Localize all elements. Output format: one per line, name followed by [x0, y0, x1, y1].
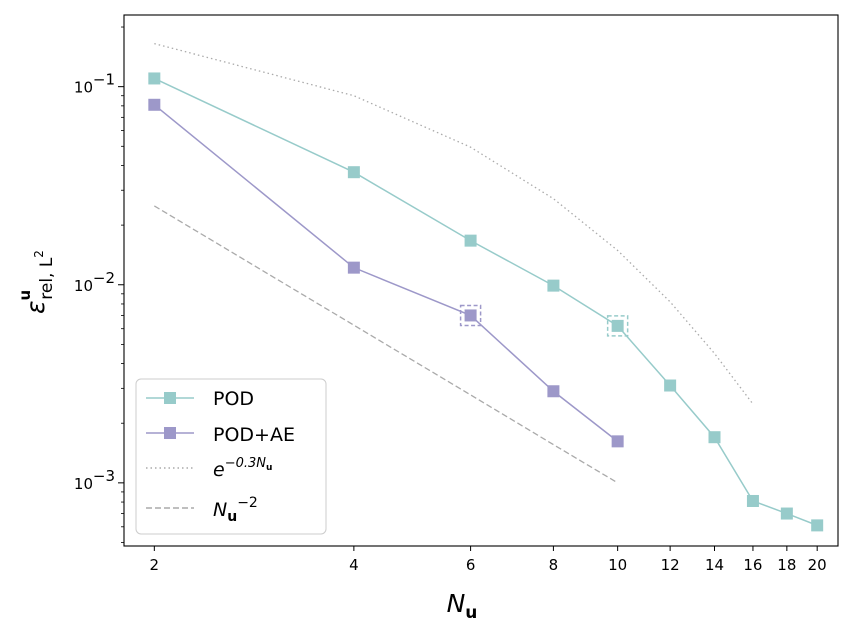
legend-label-pod: POD [213, 388, 254, 410]
y-axis-label: εu rel, L2 [16, 250, 57, 314]
y-tick-label-0: 10 [74, 475, 93, 493]
x-tick-label-14: 14 [705, 556, 724, 574]
legend-label-pod-ae: POD+AE [213, 424, 295, 446]
y-tick-label-1: 10 [74, 277, 93, 295]
point-pod-6 [464, 234, 477, 247]
point-pod-12 [664, 379, 677, 392]
legend-item-exp: e−0.3Nu [146, 456, 272, 481]
x-axis-label: Nu [447, 589, 478, 623]
x-tick-label-20: 20 [808, 556, 827, 574]
point-pod-4 [347, 166, 360, 179]
y-tick-label-2: 10 [74, 79, 93, 97]
point-pod-20 [811, 519, 824, 532]
point-pod-ae-6 [464, 309, 477, 322]
point-pod-ae-2 [148, 98, 161, 111]
x-tick-label-4: 4 [349, 556, 359, 574]
legend-box [135, 378, 327, 535]
x-tick-label-10: 10 [608, 556, 627, 574]
series-line-pod [154, 77, 818, 527]
point-pod-16 [746, 494, 759, 507]
legend-label-power: Nu−2 [213, 495, 258, 525]
legend-label-exp: e−0.3Nu [213, 456, 272, 481]
point-pod-10 [611, 319, 624, 332]
highlight-box-1 [459, 304, 482, 327]
series-line-n-u-2 [153, 205, 618, 484]
legend-item-pod: POD [146, 388, 254, 410]
y-tick-exponent-2: −1 [93, 71, 115, 89]
point-pod-18 [780, 507, 793, 520]
highlight-box-2 [606, 315, 629, 337]
series-line-e-0-3-n-u [154, 42, 754, 405]
point-pod-14 [708, 431, 721, 444]
point-pod-ae-4 [347, 261, 360, 274]
point-pod-ae-8 [547, 385, 560, 398]
x-tick-label-8: 8 [549, 556, 559, 574]
y-tick-exponent-1: −2 [93, 269, 115, 287]
x-tick-label-16: 16 [743, 556, 762, 574]
legend-item-pod-ae: POD+AE [146, 424, 295, 446]
y-tick-exponent-0: −3 [93, 467, 115, 485]
series-layer [148, 42, 824, 532]
point-pod-2 [148, 72, 161, 85]
x-tick-label-12: 12 [661, 556, 680, 574]
x-tick-label-6: 6 [466, 556, 476, 574]
legend: POD POD+AE e−0.3Nu Nu−2 [135, 378, 327, 535]
x-tick-label-2: 2 [150, 556, 160, 574]
point-pod-ae-10 [611, 435, 624, 448]
legend-item-power: Nu−2 [146, 495, 258, 525]
x-tick-label-18: 18 [777, 556, 796, 574]
point-pod-8 [547, 279, 560, 292]
plot-area [123, 14, 839, 547]
